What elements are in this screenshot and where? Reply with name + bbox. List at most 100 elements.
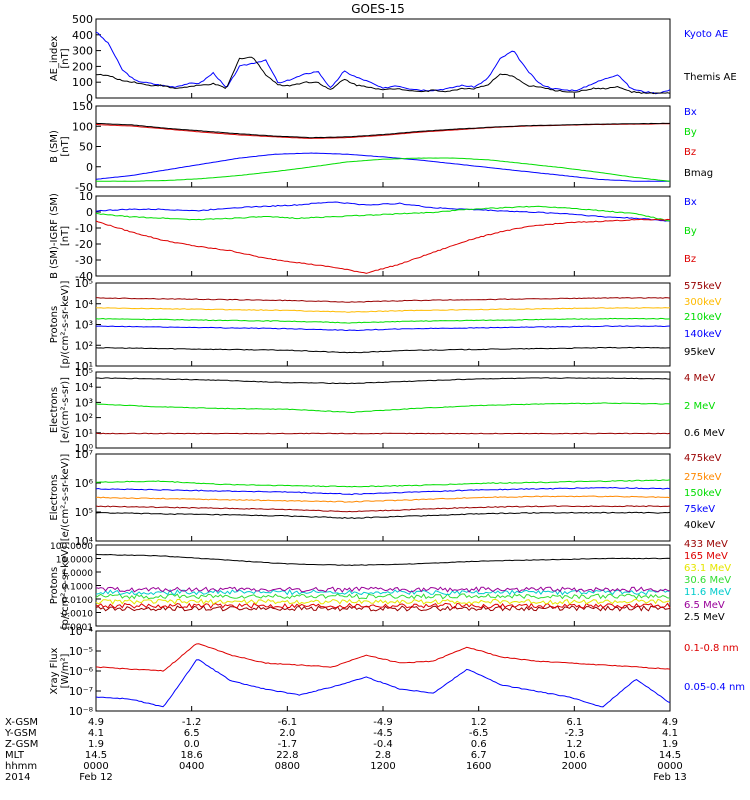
series-line-kyoto-ae bbox=[95, 31, 671, 95]
panel-frame bbox=[95, 18, 671, 99]
legend-entry: 95keV bbox=[684, 347, 715, 358]
x-axis-tick-value: -2.3 bbox=[565, 728, 585, 739]
panel-frame bbox=[95, 195, 671, 277]
y-tick-label: 10² bbox=[75, 412, 93, 425]
x-axis-tick-value: 6.5 bbox=[184, 728, 200, 739]
series-line-165-mev bbox=[95, 602, 671, 609]
y-tick-label: 0.1000 bbox=[62, 583, 94, 593]
x-axis-tick-value: -6.5 bbox=[469, 728, 489, 739]
y-tick-label: 0.0010 bbox=[62, 610, 94, 620]
y-axis-label: [p/(cm²-s-sr-keV)] bbox=[60, 542, 71, 630]
y-axis-label: B (SM)-IGRF (SM) bbox=[49, 193, 60, 279]
y-axis-label: [e/(cm²-s-sr-keV)] bbox=[60, 454, 71, 542]
y-tick-label: 10⁻⁸ bbox=[69, 705, 94, 718]
legend-entry: 0.05-0.4 nm bbox=[684, 682, 745, 693]
series-line-2-mev bbox=[95, 402, 671, 414]
y-axis-label: Electrons bbox=[49, 387, 60, 433]
x-axis-tick-value: 0000 bbox=[83, 761, 108, 772]
y-tick-label: 10⁷ bbox=[75, 448, 93, 461]
x-axis-tick-value: 0400 bbox=[179, 761, 204, 772]
y-tick-label: -10 bbox=[75, 222, 93, 235]
series-line-4-mev bbox=[95, 432, 671, 435]
x-axis-row-label: Y-GSM bbox=[4, 728, 37, 739]
legend-entry: 275keV bbox=[684, 472, 722, 483]
series-line-themis-ae bbox=[95, 56, 671, 95]
y-tick-label: -50 bbox=[75, 181, 93, 194]
x-axis-tick-value: 22.8 bbox=[276, 750, 298, 761]
series-line-433-mev bbox=[95, 605, 671, 612]
x-axis-row-label: 2014 bbox=[5, 772, 30, 783]
x-axis-tick-value: 4.9 bbox=[88, 717, 104, 728]
legend-entry: 140keV bbox=[684, 329, 722, 340]
y-axis-label: [p/(cm²-s-sr-keV)] bbox=[60, 281, 71, 369]
series-line-275kev bbox=[95, 495, 671, 503]
x-axis-tick-value: 4.1 bbox=[662, 728, 678, 739]
x-axis-tick-value: 0.6 bbox=[471, 739, 487, 750]
legend-entry: 63.1 MeV bbox=[684, 563, 731, 574]
y-tick-label: 50 bbox=[79, 141, 93, 154]
y-axis-label: Protons bbox=[49, 306, 60, 343]
legend-entry: 4 MeV bbox=[684, 373, 715, 384]
legend-entry: By bbox=[684, 226, 697, 237]
panel-frame bbox=[95, 282, 671, 367]
x-axis-tick-value: 1.2 bbox=[471, 717, 487, 728]
series-line-bz bbox=[95, 123, 670, 139]
y-axis-label: Electrons bbox=[49, 474, 60, 520]
panel-bsm: -50 0 50 100 150 B (SM) [nT] Bx By Bz Bmag bbox=[49, 100, 713, 194]
x-axis-tick-value: Feb 12 bbox=[79, 772, 113, 783]
y-axis-label: [nT] bbox=[60, 226, 71, 246]
legend-entry: Bz bbox=[684, 254, 696, 265]
y-tick-label: 10⁰ bbox=[75, 442, 94, 455]
y-axis-label: [e/(cm²-s-sr)] bbox=[60, 377, 71, 443]
legend-entry: Bx bbox=[684, 197, 697, 208]
legend-entry: 575keV bbox=[684, 281, 722, 292]
y-tick-label: 150 bbox=[72, 100, 93, 113]
y-axis-label: [nT] bbox=[60, 48, 71, 68]
y-tick-label: 400 bbox=[72, 29, 93, 42]
panel-protons1: 10¹ 10² 10³ 10⁴ 10⁵ Protons [p/(cm²-s-sr-keV)]… bbox=[49, 277, 722, 373]
x-axis-row-label: Z-GSM bbox=[5, 739, 38, 750]
y-tick-label: 10⁶ bbox=[75, 477, 94, 490]
series-line-0-05-0-4-nm bbox=[95, 659, 671, 708]
legend-entry: 300keV bbox=[684, 297, 722, 308]
panel-protons2: 100.0000 10.0000 1.0000 0.1000 0.0100 0.0010 0… bbox=[49, 539, 731, 633]
panel-frame bbox=[95, 453, 671, 542]
y-tick-label: 0.0001 bbox=[62, 623, 94, 633]
y-tick-label: 10⁵ bbox=[75, 506, 93, 519]
x-axis-tick-value: -0.4 bbox=[373, 739, 393, 750]
series-line-bz bbox=[95, 218, 671, 274]
series-line-475kev bbox=[95, 505, 671, 513]
y-tick-label: 10⁻⁷ bbox=[69, 685, 93, 698]
legend-entry: Bmag bbox=[684, 168, 713, 179]
series-line-bmag bbox=[95, 122, 670, 139]
legend-entry: 75keV bbox=[684, 504, 715, 515]
series-line-by bbox=[95, 205, 670, 222]
legend-entry: By bbox=[684, 127, 697, 138]
y-tick-label: 10⁻⁵ bbox=[69, 645, 93, 658]
series-line-11-6-mev bbox=[95, 588, 671, 596]
y-tick-label: 0 bbox=[86, 161, 93, 174]
y-tick-label: -30 bbox=[75, 254, 93, 267]
x-axis-tick-value: 6.1 bbox=[566, 717, 582, 728]
y-tick-label: 300 bbox=[72, 45, 93, 58]
y-tick-label: 10⁴ bbox=[75, 298, 94, 311]
y-tick-label: 10⁴ bbox=[75, 535, 94, 548]
series-line-0-1-0-8-nm bbox=[95, 643, 671, 672]
y-tick-label: 100.0000 bbox=[50, 542, 93, 552]
y-axis-label: Protons bbox=[49, 567, 60, 604]
legend-entry: Bx bbox=[684, 107, 697, 118]
legend-entry: 40keV bbox=[684, 520, 715, 531]
y-axis-label: B (SM) bbox=[49, 130, 60, 163]
y-tick-label: 200 bbox=[72, 60, 93, 73]
y-tick-label: 0 bbox=[86, 206, 93, 219]
y-axis-label: Xray Flux bbox=[49, 647, 60, 694]
series-line-75kev bbox=[95, 486, 671, 496]
x-axis-tick-value: 2.8 bbox=[375, 750, 391, 761]
x-axis-tick-value: 0.0 bbox=[184, 739, 200, 750]
x-axis-tick-value: 1200 bbox=[370, 761, 395, 772]
x-axis-tick-value: 10.6 bbox=[563, 750, 585, 761]
panel-frame bbox=[95, 105, 671, 188]
series-line-6-5-mev bbox=[95, 586, 671, 593]
legend-entry: Kyoto AE bbox=[684, 29, 728, 40]
y-tick-label: 10¹ bbox=[75, 360, 93, 373]
